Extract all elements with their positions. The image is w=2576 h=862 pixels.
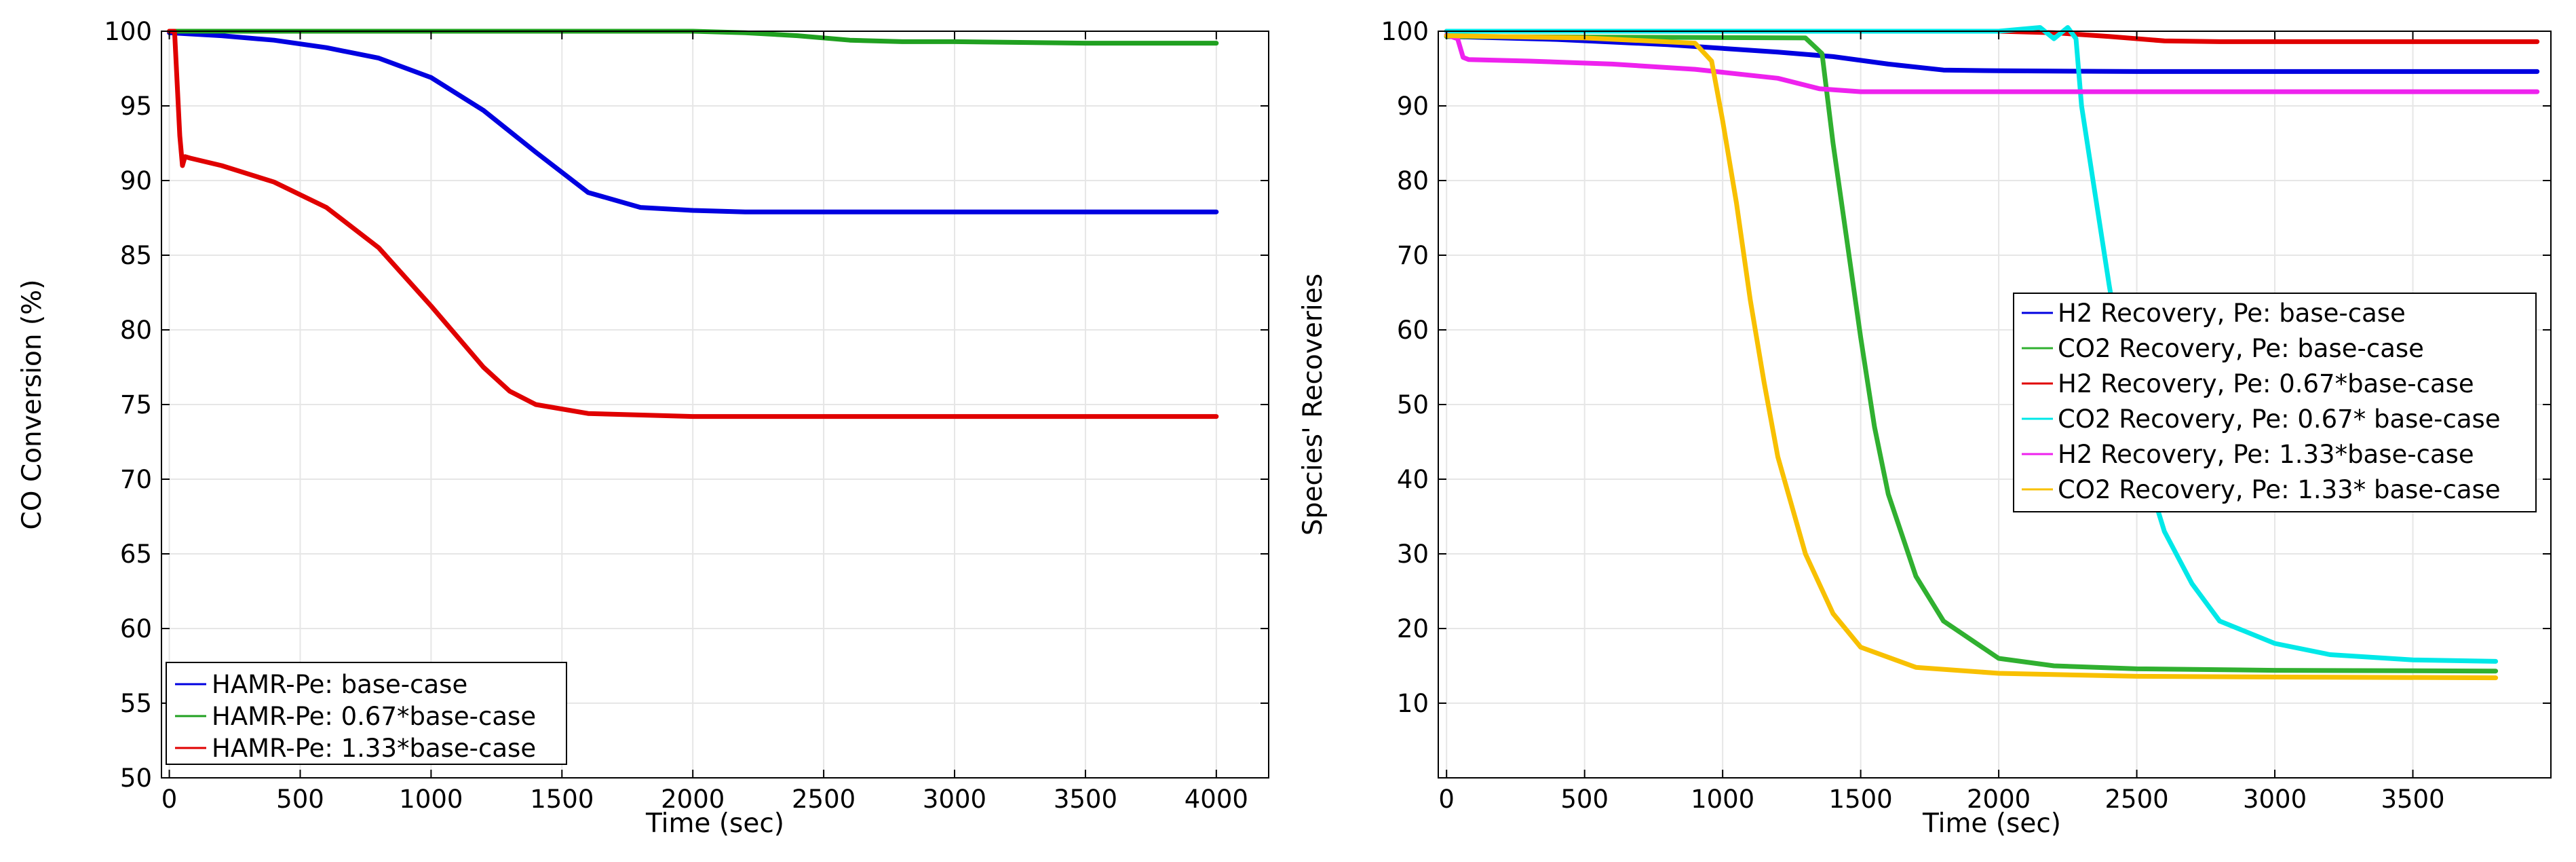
chart1-ticks: 0 500 1000 1500 2000 2500 3000 3500 4000 50 55 60 65… bbox=[104, 17, 1269, 814]
chart1-y-tick-label: 100 bbox=[104, 17, 152, 46]
chart2-x-tick-label: 500 bbox=[1560, 785, 1609, 814]
chart2-legend-label-h2-067: H2 Recovery, Pe: 0.67*base-case bbox=[2058, 369, 2474, 398]
chart2-legend-box bbox=[2013, 293, 2537, 512]
chart1-y-tick-label: 90 bbox=[120, 166, 152, 195]
chart1-x-tick-label: 4000 bbox=[1185, 785, 1248, 814]
chart2-legend-label-h2-base: H2 Recovery, Pe: base-case bbox=[2058, 299, 2406, 328]
chart2-series bbox=[1444, 25, 2540, 681]
chart1-x-axis-label: Time (sec) bbox=[645, 808, 784, 839]
chart1-y-axis-label: CO Conversion (%) bbox=[17, 280, 47, 530]
chart2-x-tick-label: 0 bbox=[1438, 785, 1455, 814]
chart2-y-tick-label: 20 bbox=[1397, 614, 1429, 643]
chart1-x-tick-label: 1500 bbox=[530, 785, 594, 814]
chart1-x-tick-label: 2000 bbox=[661, 785, 725, 814]
chart2-y-tick-label: 40 bbox=[1397, 465, 1429, 494]
chart2-y-tick-label: 70 bbox=[1397, 241, 1429, 270]
chart-species-recoveries: 0 500 1000 1500 2000 2500 3000 3500 10 20 30 40 50 60… bbox=[1298, 17, 2552, 839]
chart1-x-tick-label: 500 bbox=[276, 785, 324, 814]
chart1-x-tick-label: 3000 bbox=[923, 785, 986, 814]
chart1-legend-box bbox=[166, 662, 567, 765]
chart2-legend: H2 Recovery, Pe: base-case CO2 Recovery,… bbox=[2013, 293, 2537, 512]
chart1-legend-label-133: HAMR-Pe: 1.33*base-case bbox=[212, 734, 536, 763]
chart1-x-tick-label: 1000 bbox=[399, 785, 463, 814]
chart2-legend-label-co2-133: CO2 Recovery, Pe: 1.33* base-case bbox=[2058, 475, 2501, 504]
chart1-x-tick-label: 2500 bbox=[792, 785, 856, 814]
chart1-y-tick-label: 75 bbox=[120, 390, 152, 419]
chart2-series-line-4 bbox=[1444, 33, 2540, 94]
chart2-y-axis-label: Species' Recoveries bbox=[1298, 274, 1328, 536]
chart1-x-tick-label: 3500 bbox=[1054, 785, 1117, 814]
chart2-ticks: 0 500 1000 1500 2000 2500 3000 3500 10 20 30 40 50 60… bbox=[1381, 17, 2551, 814]
chart1-legend: HAMR-Pe: base-case HAMR-Pe: 0.67*base-ca… bbox=[166, 662, 567, 765]
chart2-x-axis-label: Time (sec) bbox=[1922, 808, 2061, 839]
chart2-y-tick-label: 10 bbox=[1397, 689, 1429, 718]
chart2-x-tick-label: 3500 bbox=[2381, 785, 2444, 814]
chart2-legend-label-co2-067: CO2 Recovery, Pe: 0.67* base-case bbox=[2058, 405, 2501, 434]
chart2-y-tick-label: 60 bbox=[1397, 316, 1429, 345]
chart1-legend-label-base: HAMR-Pe: base-case bbox=[212, 670, 467, 699]
chart1-y-tick-label: 60 bbox=[120, 614, 152, 643]
chart2-y-tick-label: 100 bbox=[1381, 17, 1429, 46]
chart1-y-tick-label: 70 bbox=[120, 465, 152, 494]
chart1-series-line-2 bbox=[167, 29, 1219, 419]
chart2-x-tick-label: 2500 bbox=[2104, 785, 2168, 814]
chart2-series-line-0 bbox=[1444, 34, 2540, 74]
chart2-series-line-5 bbox=[1444, 33, 2499, 681]
chart2-x-tick-label: 1500 bbox=[1829, 785, 1893, 814]
chart2-x-tick-label: 2000 bbox=[1967, 785, 2031, 814]
chart1-legend-label-067: HAMR-Pe: 0.67*base-case bbox=[212, 702, 536, 731]
chart2-x-tick-label: 1000 bbox=[1691, 785, 1754, 814]
chart2-y-tick-label: 90 bbox=[1397, 92, 1429, 121]
chart1-y-tick-label: 80 bbox=[120, 316, 152, 345]
chart1-y-tick-label: 55 bbox=[120, 689, 152, 718]
chart2-y-tick-label: 30 bbox=[1397, 540, 1429, 569]
chart2-x-tick-label: 3000 bbox=[2243, 785, 2307, 814]
chart2-y-tick-label: 50 bbox=[1397, 390, 1429, 419]
chart1-y-tick-label: 50 bbox=[120, 764, 152, 793]
chart2-series-line-1 bbox=[1444, 34, 2499, 674]
chart2-y-tick-label: 80 bbox=[1397, 166, 1429, 195]
chart1-y-tick-label: 85 bbox=[120, 241, 152, 270]
chart-co-conversion: 0 500 1000 1500 2000 2500 3000 3500 4000 50 55 60 65… bbox=[17, 17, 1269, 839]
chart1-x-tick-label: 0 bbox=[161, 785, 178, 814]
chart1-y-tick-label: 95 bbox=[120, 92, 152, 121]
chart2-series-line-3 bbox=[1444, 25, 2499, 664]
chart2-legend-label-co2-base: CO2 Recovery, Pe: base-case bbox=[2058, 334, 2424, 363]
chart2-legend-label-h2-133: H2 Recovery, Pe: 1.33*base-case bbox=[2058, 440, 2474, 469]
chart1-series-line-0 bbox=[167, 30, 1219, 214]
chart1-y-tick-label: 65 bbox=[120, 540, 152, 569]
